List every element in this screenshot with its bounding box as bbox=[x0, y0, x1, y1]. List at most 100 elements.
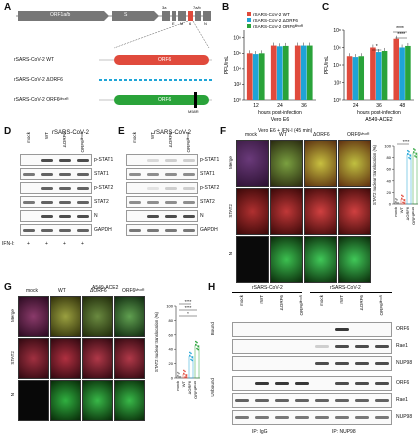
bar bbox=[258, 53, 265, 100]
ifn-label: IFN-I: bbox=[2, 241, 15, 247]
panel-label-b: B bbox=[222, 2, 230, 13]
blot-band bbox=[165, 214, 177, 218]
blot-band bbox=[129, 200, 141, 204]
data-point bbox=[183, 369, 185, 372]
blot-strip bbox=[20, 210, 92, 222]
lane-label: mock bbox=[132, 132, 137, 143]
construct-delta-label: rSARS-CoV-2 ΔORF6 bbox=[14, 77, 63, 83]
blot-row-label: p-STAT2 bbox=[94, 185, 114, 191]
data-point bbox=[179, 376, 181, 378]
data-point bbox=[191, 359, 193, 362]
data-point bbox=[413, 148, 415, 150]
data-point bbox=[396, 202, 398, 204]
gene-orf1ab: ORF1a/b bbox=[50, 12, 71, 18]
blot-strip bbox=[232, 339, 392, 354]
blot-band bbox=[183, 228, 195, 232]
blot-row-label: p-STAT1 bbox=[94, 157, 114, 163]
panel-f-title: Vero E6 + IFN-I (45 min) bbox=[258, 128, 313, 134]
blot-strip bbox=[20, 154, 92, 166]
blot-band bbox=[129, 172, 141, 176]
y-axis-label: STAT2 nuclear translocation (%) bbox=[372, 144, 377, 204]
e-gene bbox=[172, 11, 176, 21]
blot-row-label: STAT2 bbox=[94, 199, 109, 205]
data-point bbox=[195, 340, 197, 343]
blot-band bbox=[59, 200, 71, 204]
blot-band bbox=[335, 345, 349, 348]
ifn-sign: + bbox=[45, 241, 48, 247]
blot-band bbox=[59, 214, 71, 218]
y-tick-label: 60 bbox=[169, 332, 174, 337]
blot-band bbox=[41, 186, 53, 190]
panel-label-h: H bbox=[208, 282, 216, 293]
blot-row-label: GAPDH bbox=[200, 227, 218, 233]
chart-title: Vero E6 bbox=[271, 117, 290, 123]
data-point bbox=[185, 376, 187, 378]
blot-strip bbox=[232, 393, 392, 408]
y-tick-label: 10⁰ bbox=[333, 98, 341, 104]
panel-label-e: E bbox=[118, 126, 125, 137]
data-point bbox=[184, 376, 186, 378]
micrograph-column-label: ORF6ᴹ⁵⁸ᴿ bbox=[122, 288, 145, 294]
data-point bbox=[196, 341, 198, 344]
x-tick-label: WT bbox=[399, 206, 404, 213]
blot-band bbox=[375, 382, 389, 385]
blot-band bbox=[375, 362, 389, 365]
blot-row-label: N bbox=[200, 213, 204, 219]
blot-strip bbox=[20, 196, 92, 208]
blot-band bbox=[77, 200, 89, 204]
data-point bbox=[184, 370, 186, 373]
x-tick-label: WT bbox=[181, 380, 186, 387]
panel-d-title: rSARS-CoV-2 bbox=[52, 130, 90, 136]
m-gene bbox=[178, 11, 186, 21]
blot-band bbox=[375, 345, 389, 348]
ifn-sign: + bbox=[81, 241, 84, 247]
bar bbox=[182, 374, 188, 379]
micrograph-column-label: WT bbox=[58, 288, 66, 294]
lane-label: ORF6ᴹ⁵⁸ᴿ bbox=[80, 132, 85, 153]
blot-band bbox=[295, 382, 309, 385]
blot-row-label: Rae1 bbox=[396, 397, 408, 403]
micrograph-image bbox=[338, 236, 371, 283]
blot-row-label: STAT2 bbox=[200, 199, 215, 205]
blot-row-label: ORF6 bbox=[396, 380, 410, 386]
y-tick-label: 10⁶ bbox=[233, 51, 241, 57]
panel-h-group2: rSARS-CoV-2 bbox=[330, 285, 361, 291]
lane-label: ΔORF6 bbox=[168, 132, 173, 148]
blot-band bbox=[165, 172, 177, 176]
data-point bbox=[397, 202, 399, 204]
data-point bbox=[195, 343, 197, 346]
micrograph-image bbox=[236, 140, 269, 187]
blot-band bbox=[255, 399, 269, 402]
micrograph-image bbox=[114, 296, 145, 337]
data-point bbox=[197, 348, 199, 351]
y-tick-label: 20 bbox=[387, 190, 392, 195]
blot-band bbox=[315, 416, 329, 419]
data-point bbox=[408, 150, 410, 153]
blot-strip bbox=[232, 376, 392, 391]
bar bbox=[294, 45, 301, 100]
blot-band bbox=[77, 228, 89, 232]
x-tick-label: ΔORF6 bbox=[405, 206, 410, 220]
blot-band bbox=[375, 416, 389, 419]
micrograph-column-label: ΔORF6 bbox=[313, 132, 330, 138]
panel-h-group1: rSARS-CoV-2 bbox=[252, 285, 283, 291]
blot-band bbox=[255, 416, 269, 419]
blot-band bbox=[315, 362, 329, 365]
bar bbox=[188, 356, 194, 379]
bar bbox=[246, 53, 253, 100]
bar bbox=[381, 50, 388, 100]
lane-label: ORF6ᴹ⁵⁸ᴿ bbox=[299, 295, 304, 316]
micrograph-row-label: N bbox=[228, 252, 233, 256]
micrograph-row-label: Merge bbox=[10, 309, 15, 323]
sig-annotation: **** bbox=[397, 32, 405, 38]
data-point bbox=[189, 351, 191, 354]
micrograph-image bbox=[82, 380, 113, 421]
x-tick-label: 48 bbox=[400, 103, 406, 109]
micrograph-image bbox=[18, 296, 49, 337]
blot-band bbox=[235, 416, 249, 419]
x-tick-label: 36 bbox=[301, 103, 307, 109]
blot-band bbox=[165, 158, 177, 162]
panel-label-f: F bbox=[220, 126, 227, 137]
data-point bbox=[413, 151, 415, 153]
